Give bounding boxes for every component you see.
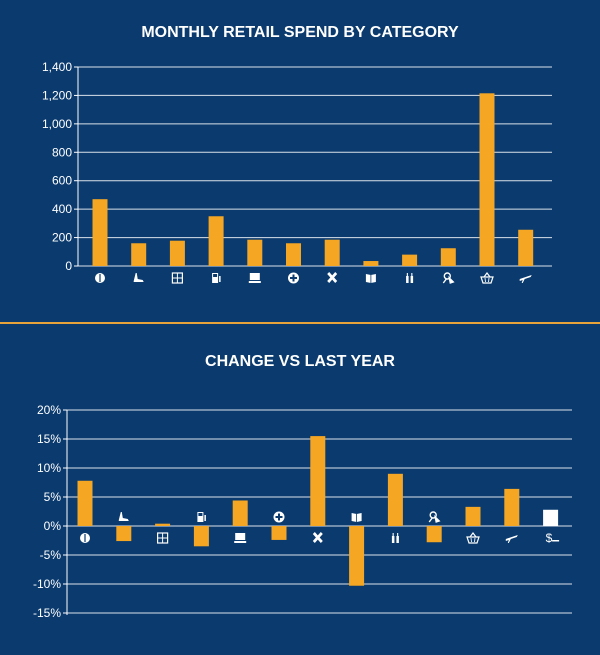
svg-text:$: $ bbox=[546, 531, 553, 545]
y-tick-label: 1,200 bbox=[42, 88, 72, 102]
bar-dining bbox=[77, 480, 93, 526]
bar-travel bbox=[504, 488, 520, 526]
bar-furniture bbox=[155, 523, 171, 526]
y-tick-label: 200 bbox=[52, 231, 72, 245]
bar-beverages bbox=[387, 473, 403, 526]
change-vs-last-year-chart: CHANGE VS LAST YEAR -15% -10% -5% 0% 5% 10% 15… bbox=[33, 353, 572, 620]
y-tick-label: -5% bbox=[40, 548, 62, 562]
total-icon: $ bbox=[546, 531, 560, 545]
health-icon bbox=[273, 511, 285, 523]
bar-fuel bbox=[193, 526, 209, 547]
bar-furniture bbox=[169, 240, 185, 266]
books-icon bbox=[351, 513, 362, 522]
dining-icon bbox=[80, 533, 90, 543]
chart1-title: MONTHLY RETAIL SPEND BY CATEGORY bbox=[141, 24, 459, 41]
y-tick-label: 0% bbox=[44, 519, 62, 533]
monthly-spend-chart: MONTHLY RETAIL SPEND BY CATEGORY 0 200 400… bbox=[42, 24, 552, 284]
furniture-icon bbox=[171, 272, 183, 284]
bar-health bbox=[286, 243, 301, 266]
bar-health bbox=[271, 526, 287, 540]
bar-electronics bbox=[232, 500, 248, 526]
bar-books bbox=[349, 526, 365, 586]
personal-care-icon bbox=[428, 511, 441, 523]
bar-beverages bbox=[402, 254, 418, 266]
y-tick-label: 10% bbox=[37, 461, 61, 475]
chart2-title: CHANGE VS LAST YEAR bbox=[205, 353, 395, 370]
bar-clothing bbox=[131, 243, 147, 266]
y-tick-label: 0 bbox=[65, 259, 72, 273]
dining-icon bbox=[95, 273, 105, 283]
bar-home-improvement bbox=[324, 239, 340, 266]
bar-books bbox=[363, 261, 379, 266]
bar-groceries bbox=[465, 506, 481, 526]
y-tick-label: -15% bbox=[33, 606, 61, 620]
beverages-icon bbox=[391, 533, 399, 543]
bar-total bbox=[543, 509, 559, 526]
y-tick-label: 15% bbox=[37, 432, 61, 446]
clothing-icon bbox=[133, 273, 144, 282]
personal-care-icon bbox=[442, 272, 455, 284]
bar-clothing bbox=[116, 526, 132, 542]
travel-icon bbox=[519, 275, 532, 283]
bar-personal-care bbox=[426, 526, 442, 543]
y-tick-label: 20% bbox=[37, 403, 61, 417]
beverages-icon bbox=[406, 273, 414, 283]
books-icon bbox=[365, 274, 376, 283]
bar-home-improvement bbox=[310, 436, 326, 526]
y-tick-label: 400 bbox=[52, 202, 72, 216]
bar-personal-care bbox=[440, 248, 456, 266]
bar-fuel bbox=[208, 216, 224, 266]
y-tick-label: 800 bbox=[52, 145, 72, 159]
home-improvement-icon bbox=[312, 532, 323, 543]
electronics-icon bbox=[248, 273, 261, 283]
section-divider bbox=[0, 322, 600, 324]
fuel-icon bbox=[212, 273, 221, 283]
bar-electronics bbox=[247, 239, 263, 266]
health-icon bbox=[288, 272, 299, 284]
furniture-icon bbox=[157, 532, 169, 544]
groceries-icon bbox=[466, 532, 480, 544]
y-tick-label: -10% bbox=[33, 577, 61, 591]
clothing-icon bbox=[118, 512, 129, 521]
travel-icon bbox=[505, 535, 518, 543]
fuel-icon bbox=[197, 512, 206, 522]
y-tick-label: 1,400 bbox=[42, 60, 72, 74]
electronics-icon bbox=[234, 533, 247, 543]
bar-groceries bbox=[479, 93, 495, 267]
home-improvement-icon bbox=[327, 272, 338, 283]
y-tick-label: 5% bbox=[44, 490, 62, 504]
bar-travel bbox=[518, 229, 534, 266]
y-tick-label: 1,000 bbox=[42, 117, 72, 131]
bar-dining bbox=[92, 199, 108, 266]
groceries-icon bbox=[480, 272, 494, 284]
y-tick-label: 600 bbox=[52, 174, 72, 188]
